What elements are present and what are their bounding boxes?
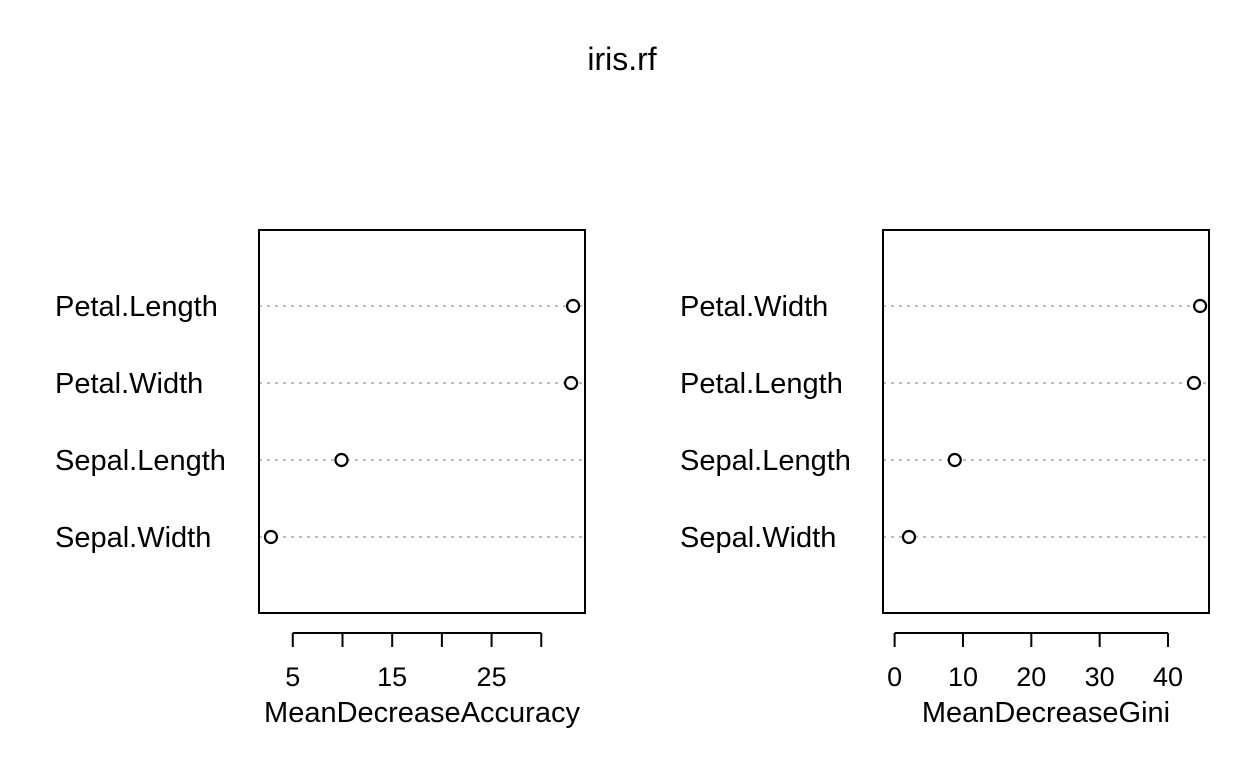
- data-point: [1193, 298, 1208, 314]
- category-label: Sepal.Length: [55, 445, 226, 477]
- x-tick-label: 0: [887, 662, 902, 692]
- category-label: Petal.Length: [680, 368, 843, 400]
- category-label: Petal.Length: [55, 291, 218, 323]
- category-label: Petal.Width: [55, 368, 203, 400]
- data-point: [334, 452, 349, 468]
- x-tick-label: 10: [948, 662, 978, 692]
- data-point: [901, 529, 917, 545]
- category-label: Sepal.Width: [680, 522, 836, 554]
- panel-mean-decrease-accuracy: Petal.Length Petal.Width Sepal.Length Sepal…: [55, 229, 586, 729]
- plot-frame: [258, 229, 586, 614]
- plot-frame: [882, 229, 1210, 614]
- x-axis-label: MeanDecreaseGini: [922, 697, 1170, 729]
- x-tick-label: 40: [1153, 662, 1183, 692]
- panel-mean-decrease-gini: Petal.Width Petal.Length Sepal.Length Sepal…: [680, 229, 1210, 729]
- x-axis-label: MeanDecreaseAccuracy: [264, 697, 580, 729]
- data-point: [565, 298, 581, 314]
- category-label: Sepal.Length: [680, 445, 851, 477]
- data-point: [947, 452, 962, 468]
- category-label: Sepal.Width: [55, 522, 211, 554]
- data-point: [263, 529, 279, 545]
- x-tick-label: 30: [1085, 662, 1115, 692]
- chart-title: iris.rf: [587, 41, 656, 77]
- x-tick-label: 20: [1016, 662, 1046, 692]
- data-point: [563, 375, 579, 391]
- x-tick-label: 25: [477, 662, 507, 692]
- category-label: Petal.Width: [680, 291, 828, 323]
- x-tick-label: 15: [377, 662, 407, 692]
- data-point: [1186, 375, 1202, 391]
- x-tick-label: 5: [285, 662, 300, 692]
